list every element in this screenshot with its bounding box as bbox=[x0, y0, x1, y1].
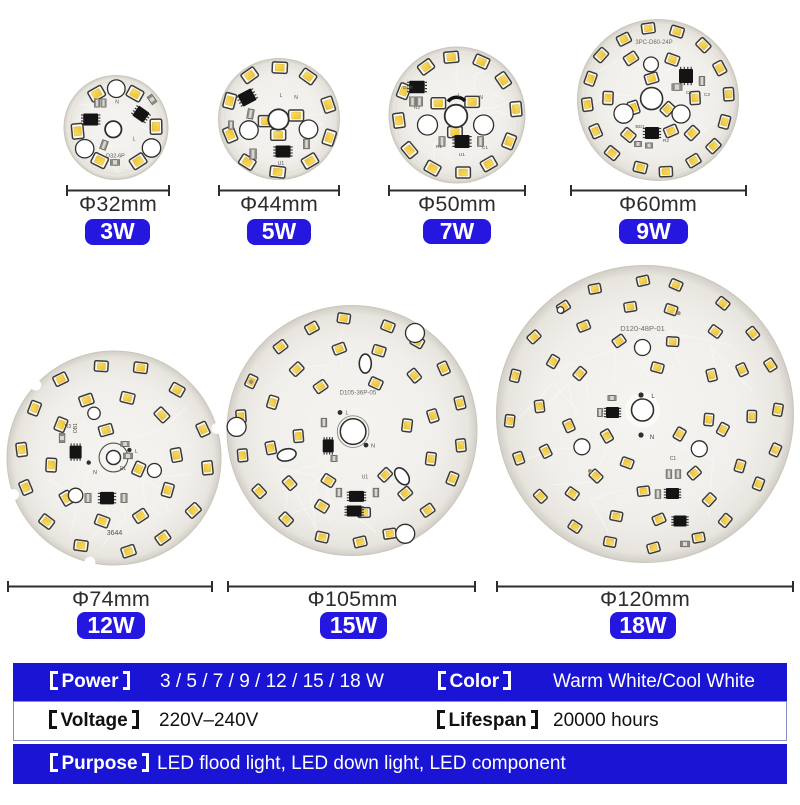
svg-text:C1: C1 bbox=[686, 90, 692, 96]
svg-text:R2: R2 bbox=[663, 138, 669, 144]
svg-text:N: N bbox=[371, 444, 375, 450]
svg-text:L: L bbox=[345, 411, 348, 417]
svg-text:N: N bbox=[650, 435, 654, 441]
svg-text:R1: R1 bbox=[436, 144, 442, 150]
svg-text:L: L bbox=[135, 449, 138, 455]
svg-text:D120-48P-01: D120-48P-01 bbox=[620, 324, 665, 333]
svg-text:N: N bbox=[479, 95, 483, 101]
svg-text:U1: U1 bbox=[278, 161, 285, 167]
svg-text:3PC-D60-24P: 3PC-D60-24P bbox=[635, 40, 672, 46]
svg-text:DB1: DB1 bbox=[73, 423, 79, 433]
svg-text:L: L bbox=[280, 93, 283, 99]
svg-text:R2: R2 bbox=[414, 105, 420, 111]
svg-text:L: L bbox=[133, 137, 136, 143]
svg-text:N: N bbox=[93, 470, 97, 476]
svg-text:D105-36P-05: D105-36P-05 bbox=[339, 390, 376, 397]
svg-text:3644: 3644 bbox=[107, 530, 123, 537]
svg-text:C2: C2 bbox=[704, 92, 710, 98]
svg-text:BD1: BD1 bbox=[635, 124, 645, 130]
svg-text:L: L bbox=[458, 93, 461, 99]
svg-text:C1: C1 bbox=[482, 145, 488, 151]
svg-text:R1: R1 bbox=[120, 466, 127, 472]
svg-text:R3: R3 bbox=[65, 424, 72, 430]
svg-text:U1: U1 bbox=[362, 475, 369, 481]
svg-text:N: N bbox=[115, 100, 119, 106]
svg-text:DER: DER bbox=[403, 85, 414, 91]
svg-text:N: N bbox=[294, 95, 298, 101]
svg-text:U1: U1 bbox=[459, 152, 465, 158]
svg-text:C1: C1 bbox=[670, 456, 677, 462]
svg-text:L: L bbox=[651, 394, 655, 400]
svg-text:D32-6P: D32-6P bbox=[106, 154, 125, 160]
